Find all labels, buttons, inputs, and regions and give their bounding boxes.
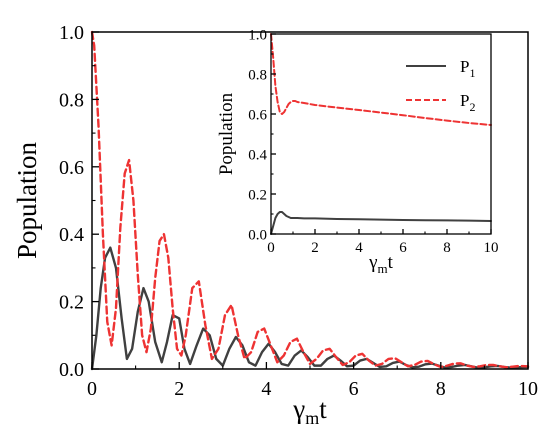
inset-x-axis-title: γmt [368, 252, 394, 276]
inset-x-tick-label: 8 [443, 240, 451, 256]
inset-y-tick-label: 0.0 [248, 227, 267, 243]
inset-background [271, 34, 491, 234]
main-y-tick-label: 0.4 [59, 224, 84, 246]
inset-x-axis-title-sub: m [378, 261, 388, 276]
inset-x-axis-title-t: t [388, 252, 394, 273]
main-plot: 0 2 4 6 8 10 0.00.20.40.60.81.0 Population γm… [12, 22, 538, 428]
main-y-axis-title: Population [12, 142, 42, 260]
inset-y-tick-label: 1.0 [248, 27, 267, 43]
main-x-axis-title-gamma: γ [292, 394, 305, 424]
main-x-tick-label: 2 [174, 378, 184, 400]
inset-plot: 0 2 4 6 8 10 0.0 0.2 0.4 0.6 0.8 1.0 Population γm… [216, 27, 499, 276]
main-y-tick-label: 0.6 [59, 157, 84, 179]
inset-y-tick-label: 0.2 [248, 187, 267, 203]
inset-legend-label-2: P2 [460, 91, 475, 114]
main-x-tick-label: 4 [261, 378, 271, 400]
inset-x-tick-label: 2 [311, 240, 319, 256]
main-x-axis-title-t: t [319, 394, 327, 424]
inset-series-layer [270, 33, 492, 235]
main-x-ticks: 0 2 4 6 8 10 [87, 362, 538, 400]
inset-y-tick-label: 0.4 [248, 147, 267, 163]
main-y-tick-label: 0.0 [59, 359, 84, 381]
main-x-axis-title: γmt [292, 394, 327, 428]
inset-x-tick-label: 10 [484, 240, 499, 256]
inset-x-ticks: 0 2 4 6 8 10 [267, 229, 499, 256]
main-y-tick-label: 0.2 [59, 292, 84, 314]
main-x-tick-label: 0 [87, 378, 97, 400]
inset-series-1-line [270, 211, 492, 235]
main-y-tick-label: 0.8 [59, 89, 84, 111]
inset-y-tick-label: 0.6 [248, 107, 267, 123]
main-x-tick-label: 8 [436, 378, 446, 400]
main-x-tick-label: 10 [518, 378, 538, 400]
inset-x-tick-label: 4 [355, 240, 363, 256]
inset-y-ticks: 0.0 0.2 0.4 0.6 0.8 1.0 [248, 27, 276, 243]
main-y-tick-label: 1.0 [59, 22, 84, 44]
main-x-tick-label: 6 [349, 378, 359, 400]
main-series-2-line [90, 30, 530, 369]
main-series-1-line [90, 246, 530, 371]
main-y-ticks: 0.0 0.2 0.4 0.6 0.8 1.0 [59, 22, 99, 381]
inset-x-tick-label: 6 [399, 240, 407, 256]
inset-legend-label-1: P1 [460, 57, 475, 80]
inset-y-axis-title: Population [216, 92, 237, 175]
inset-x-tick-label: 0 [267, 240, 275, 256]
inset-x-axis-title-gamma: γ [368, 252, 377, 273]
inset-series-2-line [270, 33, 492, 126]
inset-y-tick-label: 0.8 [248, 67, 267, 83]
main-x-axis-title-sub: m [305, 408, 319, 428]
main-series-layer [90, 30, 530, 371]
